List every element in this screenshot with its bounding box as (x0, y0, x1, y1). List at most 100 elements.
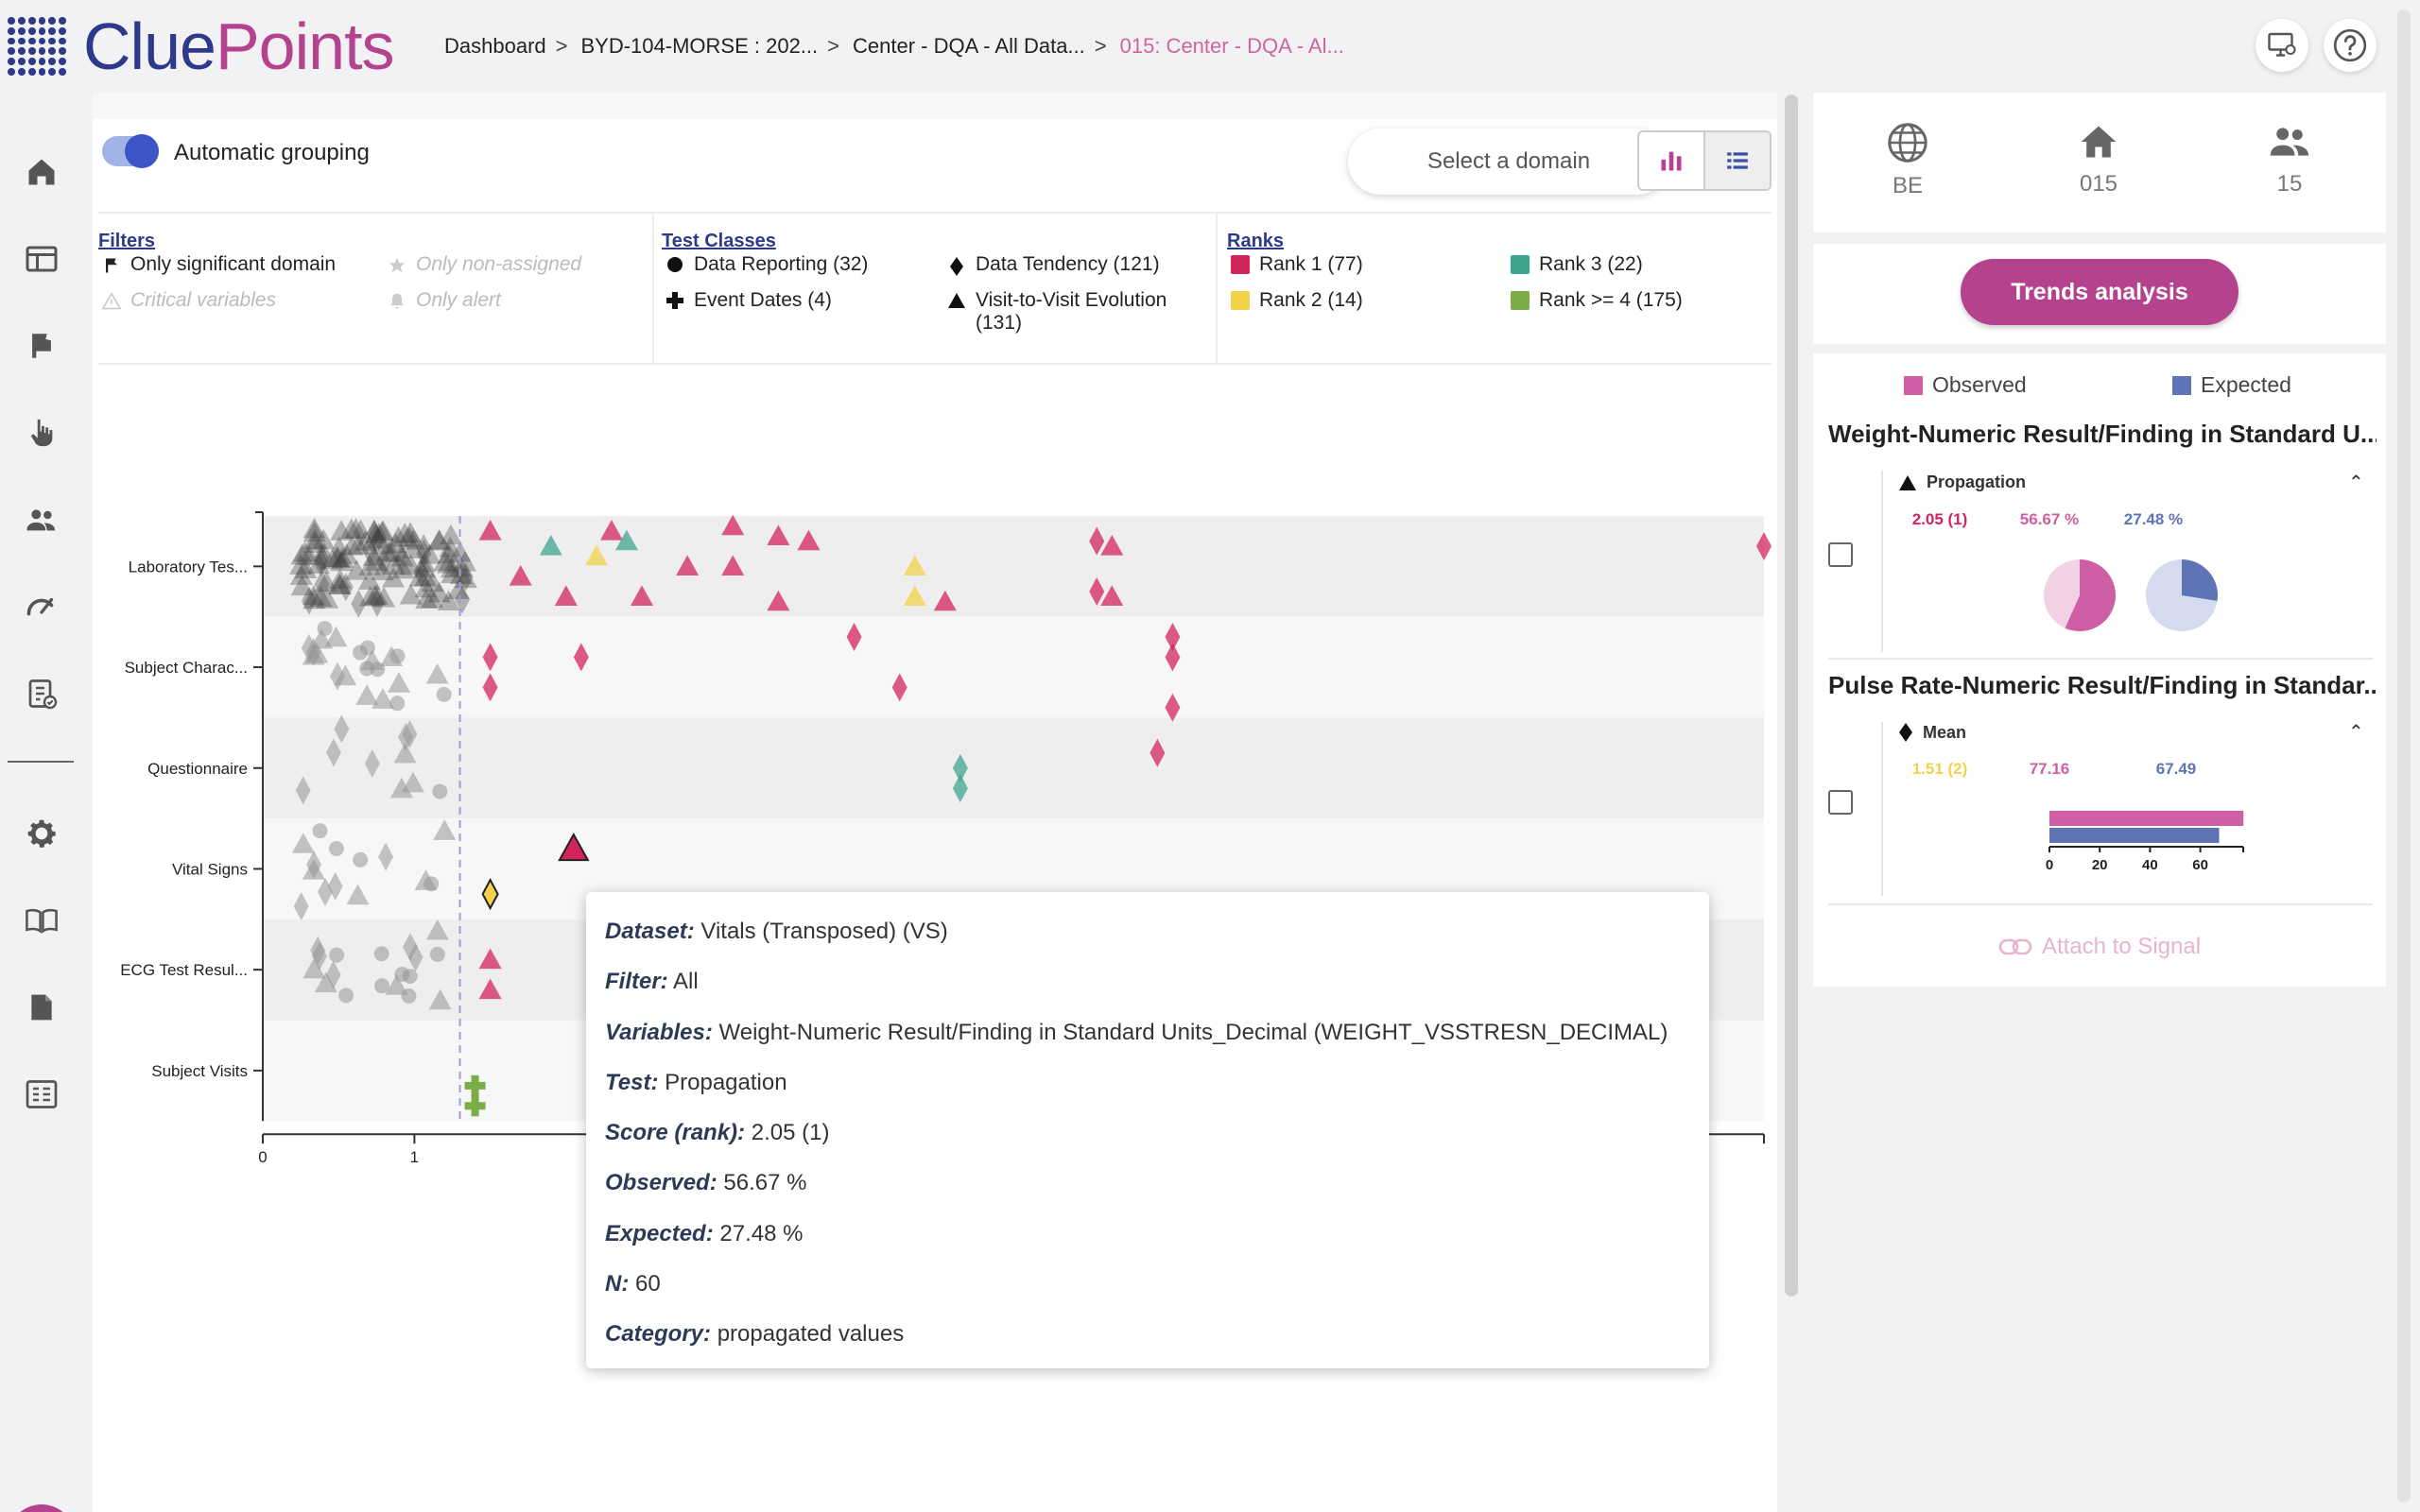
mean-bar-chart: 0 20 40 60 (2046, 811, 2244, 873)
variable-title[interactable]: Pulse Rate-Numeric Result/Finding in Sta… (1828, 671, 2377, 699)
variable-title[interactable]: Weight-Numeric Result/Finding in Standar… (1828, 420, 2377, 448)
data-point[interactable] (1756, 532, 1772, 561)
data-point[interactable] (478, 520, 502, 541)
remote-desktop-button[interactable] (2256, 19, 2308, 72)
data-point[interactable] (767, 524, 790, 545)
data-point[interactable] (1165, 643, 1181, 672)
data-point[interactable] (599, 520, 623, 541)
test-name: Propagation (1898, 472, 2026, 492)
help-button[interactable] (2324, 19, 2377, 72)
nav-kri[interactable] (21, 586, 62, 627)
filters-title[interactable]: Filters (98, 231, 156, 251)
variable-checkbox[interactable] (1828, 542, 1853, 567)
data-point[interactable] (767, 590, 790, 611)
data-point[interactable] (846, 623, 862, 652)
data-point[interactable] (676, 555, 700, 576)
class-visit-evolution[interactable]: Visit-to-Visit Evolution (131) (947, 289, 1167, 335)
data-point[interactable] (1165, 623, 1181, 652)
list-view-button[interactable] (1705, 132, 1770, 189)
class-event-dates[interactable]: Event Dates (4) (666, 289, 832, 312)
rank-1[interactable]: Rank 1 (77) (1231, 253, 1363, 276)
context-country[interactable]: BE (1851, 121, 1964, 199)
nav-settings[interactable] (21, 813, 62, 854)
grey-point (387, 672, 410, 693)
nav-files[interactable] (21, 987, 62, 1028)
nav-home[interactable] (21, 151, 62, 193)
grey-point (366, 520, 382, 549)
variable-details-card: Observed Expected Weight-Numeric Result/… (1813, 353, 2386, 987)
variable-checkbox[interactable] (1828, 790, 1853, 815)
data-point[interactable] (584, 544, 608, 566)
trends-analysis-button[interactable]: Trends analysis (1961, 259, 2238, 325)
create-signal-button[interactable] (8, 1504, 76, 1512)
nav-users[interactable] (21, 499, 62, 541)
data-point[interactable] (797, 529, 821, 551)
rank-3[interactable]: Rank 3 (22) (1511, 253, 1643, 276)
cluepoints-logo[interactable]: CluePoints (8, 13, 395, 79)
context-patients[interactable]: 15 (2233, 121, 2346, 198)
data-point[interactable] (1165, 693, 1181, 722)
automatic-grouping-toggle[interactable] (102, 134, 159, 168)
home-icon (28, 159, 55, 185)
data-point[interactable] (478, 948, 502, 970)
grey-point (310, 627, 334, 649)
breadcrumb-dashboard[interactable]: Dashboard (444, 34, 546, 58)
attach-to-signal-button[interactable]: Attach to Signal (1813, 934, 2386, 960)
test-classes-title[interactable]: Test Classes (662, 231, 776, 251)
filter-significant[interactable]: Only significant domain (102, 253, 336, 276)
context-center[interactable]: 015 (2042, 121, 2155, 198)
data-point[interactable] (509, 565, 532, 586)
data-point[interactable] (481, 878, 499, 911)
nav-signals[interactable] (21, 325, 62, 367)
data-point[interactable] (952, 753, 968, 782)
data-point[interactable] (573, 643, 589, 672)
breadcrumb-study[interactable]: BYD-104-MORSE : 202... (580, 34, 819, 58)
data-point[interactable] (721, 514, 745, 536)
nav-actions[interactable] (21, 412, 62, 454)
rank-4[interactable]: Rank >= 4 (175) (1511, 289, 1683, 312)
data-point[interactable] (558, 833, 590, 862)
chart-view-button[interactable] (1639, 132, 1705, 189)
filter-alert[interactable]: Only alert (388, 289, 501, 312)
class-data-tendency[interactable]: Data Tendency (121) (947, 253, 1160, 277)
data-point[interactable] (933, 590, 957, 611)
class-data-reporting[interactable]: Data Reporting (32) (666, 253, 868, 276)
data-point[interactable] (952, 774, 968, 803)
data-point[interactable] (482, 643, 498, 672)
collapse-caret-icon[interactable]: ⌃ (2348, 722, 2364, 743)
data-point[interactable] (721, 555, 745, 576)
data-point[interactable] (1100, 535, 1124, 556)
data-point[interactable] (903, 555, 926, 576)
ranks-title[interactable]: Ranks (1227, 231, 1285, 251)
data-point[interactable] (891, 673, 908, 702)
data-point[interactable] (464, 1095, 486, 1117)
data-point[interactable] (478, 978, 502, 1000)
data-point[interactable] (554, 585, 578, 606)
data-point[interactable] (1150, 738, 1166, 767)
filter-non-assigned[interactable]: Only non-assigned (388, 253, 581, 276)
collapse-caret-icon[interactable]: ⌃ (2348, 472, 2364, 493)
data-point[interactable] (464, 1074, 486, 1096)
nav-dashboard[interactable] (21, 238, 62, 280)
observed-pie-chart (2044, 559, 2116, 631)
data-point[interactable] (482, 673, 498, 702)
grey-point (384, 532, 407, 554)
domain-select[interactable]: Select a domain (1348, 129, 1669, 195)
nav-reviews[interactable] (21, 673, 62, 714)
data-point[interactable] (903, 585, 926, 606)
grey-point (330, 520, 354, 541)
data-point[interactable] (1089, 577, 1105, 607)
main-scrollbar[interactable] (1785, 94, 1798, 1297)
filter-critical[interactable]: Critical variables (102, 289, 276, 312)
nav-reports[interactable] (21, 1074, 62, 1115)
data-point[interactable] (1089, 526, 1105, 556)
data-point[interactable] (1100, 585, 1124, 606)
data-point[interactable] (614, 529, 638, 551)
data-point[interactable] (539, 535, 562, 556)
nav-documentation[interactable] (21, 900, 62, 941)
page-scrollbar[interactable] (2397, 9, 2411, 1503)
breadcrumb-center-dqa[interactable]: Center - DQA - All Data... (853, 34, 1085, 58)
rank-2[interactable]: Rank 2 (14) (1231, 289, 1363, 312)
data-point[interactable] (631, 585, 654, 606)
grey-point (447, 578, 471, 599)
